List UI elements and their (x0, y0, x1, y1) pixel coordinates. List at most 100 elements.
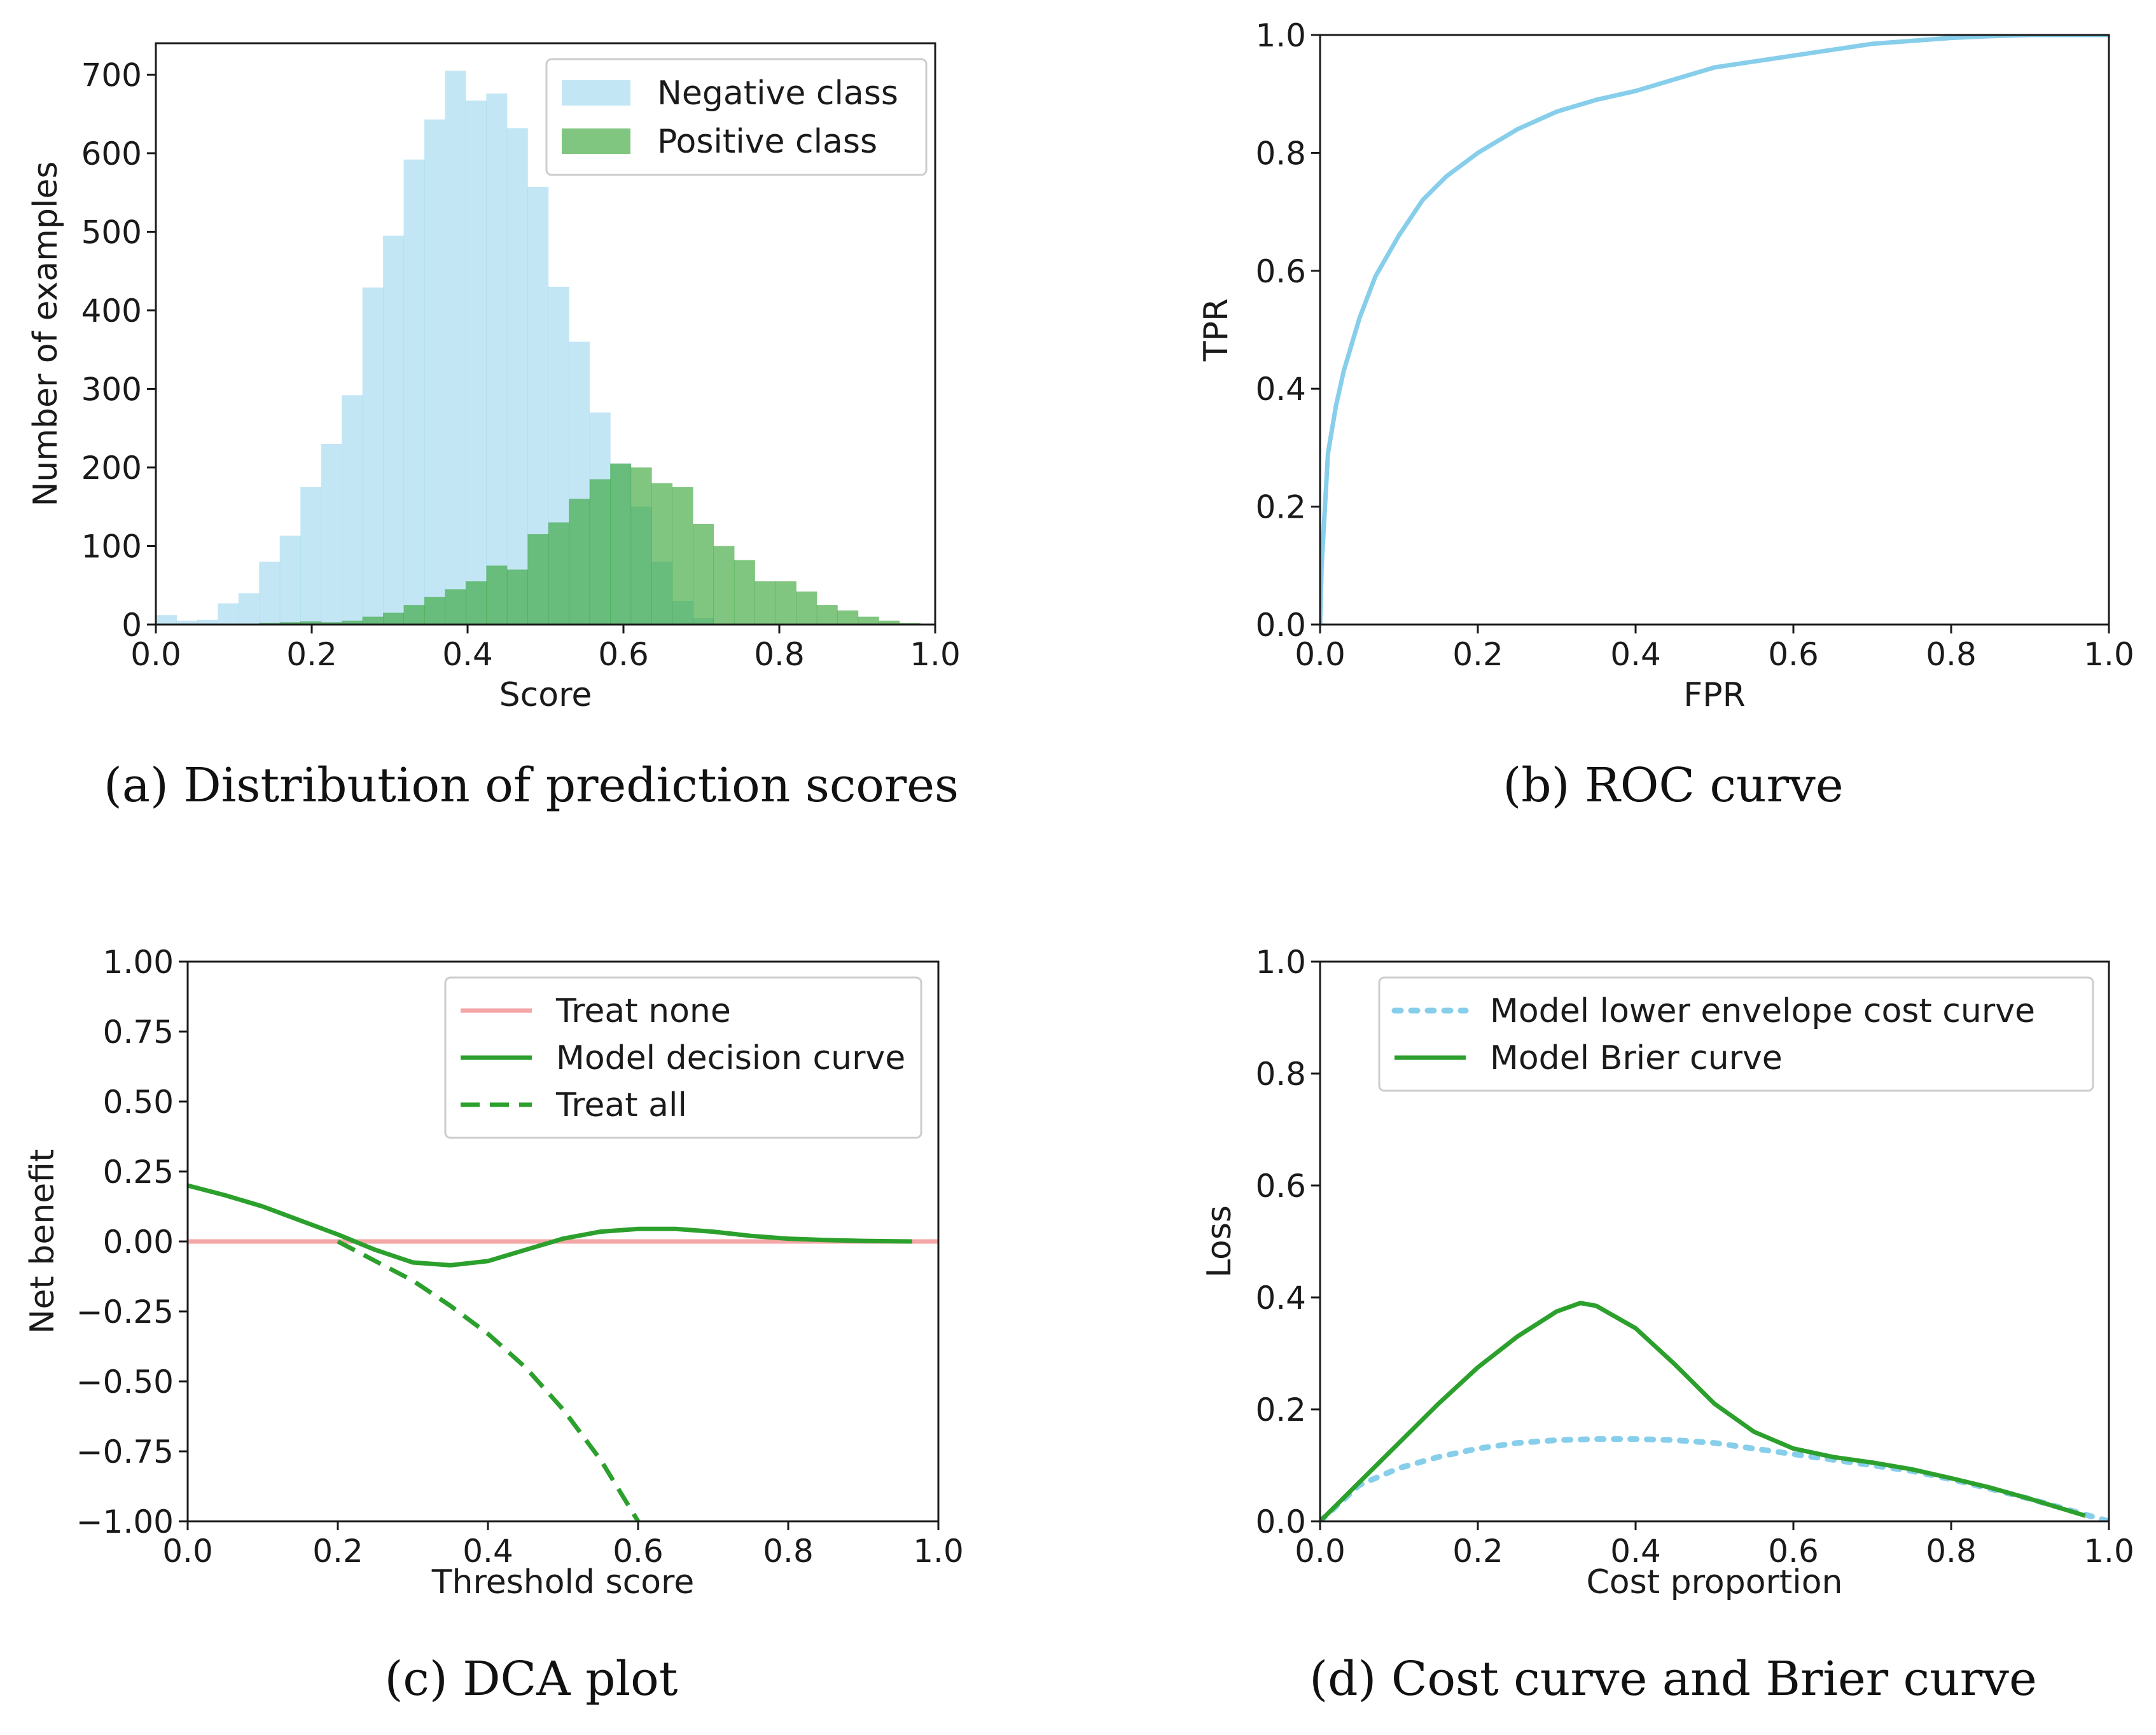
histogram-bar (672, 487, 693, 625)
legend: Negative class Positive class (545, 58, 928, 176)
x-tick-label: 1.0 (2083, 636, 2134, 673)
y-tick-label: 0.75 (103, 1014, 174, 1051)
y-axis-label: Loss (1200, 1205, 1239, 1278)
axes-frame (1319, 960, 2110, 1523)
legend-label: Model Brier curve (1490, 1039, 1783, 1077)
x-tick-label: 0.6 (1768, 636, 1819, 673)
histogram-bar (279, 622, 301, 625)
chart-a: 0.0 0.2 0.4 0.6 0.8 1.0 0 100 200 300 400 500 600 700… (27, 42, 961, 813)
y-tick-label: 600 (81, 135, 142, 172)
y-tick-label: 200 (81, 450, 142, 487)
x-tick-label: 0.8 (763, 1533, 814, 1570)
series-line-0 (1320, 35, 2109, 625)
histogram-bar (589, 479, 611, 625)
x-tick-label: 0.4 (462, 1533, 513, 1570)
chart-b: 0.0 0.2 0.4 0.6 0.8 1.0 0.0 0.2 0.4 0.6 0.8 1.0 FPR T… (1197, 17, 2134, 813)
histogram-bar (693, 523, 714, 625)
x-tick-label: 0.6 (1768, 1533, 1819, 1570)
y-tick-label: 0.25 (103, 1154, 174, 1191)
plot-area (156, 71, 921, 625)
series-line-1 (1320, 1301, 2086, 1521)
histogram-bar (858, 616, 879, 625)
y-tick-label: 0 (122, 607, 142, 644)
histogram-bar (775, 581, 796, 625)
series-line-1 (188, 1183, 912, 1268)
y-tick-label: 500 (81, 214, 142, 251)
y-axis-label: Number of examples (27, 162, 65, 507)
series-1 (259, 463, 921, 625)
y-tick-label: 0.2 (1255, 489, 1306, 526)
x-tick-label: 1.0 (910, 636, 961, 673)
histogram-bar (424, 119, 445, 625)
histogram-bar (755, 581, 776, 625)
y-tick-label: 0.00 (103, 1224, 174, 1261)
y-tick-label: 300 (81, 371, 142, 408)
y-tick-label: 0.6 (1255, 1168, 1306, 1205)
histogram-bar (279, 536, 301, 625)
x-axis-label: Score (499, 676, 592, 714)
histogram-bar (342, 620, 363, 625)
histogram-bar (879, 620, 900, 625)
x-tick-label: 0.8 (754, 636, 805, 673)
histogram-bar (218, 603, 239, 625)
legend-box (1378, 976, 2094, 1092)
x-axis-label: Threshold score (431, 1563, 695, 1601)
x-tick-label: 0.8 (1926, 636, 1977, 673)
histogram-bar (362, 287, 384, 625)
y-tick-label: 400 (81, 293, 142, 329)
y-tick-label: −0.75 (76, 1434, 174, 1470)
histogram-bar (610, 463, 632, 625)
y-tick-label: 0.50 (103, 1084, 174, 1121)
histogram-bar (383, 612, 405, 625)
figure-caption: (c) DCA plot (385, 1652, 678, 1706)
plot-area (188, 1183, 938, 1521)
y-tick-label: −0.50 (76, 1364, 174, 1400)
histogram-bar (403, 159, 425, 625)
series-line-2 (337, 1239, 640, 1521)
histogram-bar (445, 589, 466, 625)
x-tick-label: 0.2 (286, 636, 337, 673)
histogram-bar (506, 128, 528, 625)
legend: Model lower envelope cost curve Model Bri… (1378, 976, 2094, 1092)
y-tick-label: 700 (81, 57, 142, 93)
y-axis-label: Net benefit (24, 1149, 62, 1334)
y-tick-label: 0.0 (1255, 1503, 1306, 1540)
y-tick-label: 0.8 (1255, 135, 1306, 172)
x-tick-label: 0.4 (1610, 636, 1661, 673)
figure-caption: (a) Distribution of prediction scores (104, 758, 959, 813)
histogram-bar (156, 615, 177, 625)
x-tick-label: 0.4 (1610, 1533, 1661, 1570)
histogram-bar (486, 93, 508, 625)
legend-label: Model lower envelope cost curve (1490, 992, 2035, 1030)
series-line-0 (1320, 1436, 2109, 1521)
histogram-bar (445, 71, 466, 625)
x-tick-label: 1.0 (913, 1533, 964, 1570)
figure-caption: (d) Cost curve and Brier curve (1309, 1652, 2037, 1706)
x-tick-label: 0.0 (130, 636, 181, 673)
histogram-bar (383, 235, 405, 625)
y-tick-label: 0.0 (1255, 607, 1306, 644)
legend-box (545, 58, 928, 176)
legend-label: Positive class (657, 123, 877, 161)
x-tick-label: 0.0 (1295, 1533, 1346, 1570)
histogram-bar (300, 621, 322, 625)
histogram-bar (734, 560, 755, 625)
y-tick-label: −0.25 (76, 1294, 174, 1331)
histogram-bar (465, 581, 487, 625)
histogram-bar (630, 467, 652, 625)
histogram-bar (569, 499, 590, 625)
histogram-bar (197, 619, 218, 625)
histogram-bar (362, 616, 384, 625)
plot-area (1320, 35, 2109, 625)
histogram-bar (238, 593, 260, 625)
x-tick-label: 0.6 (613, 1533, 664, 1570)
histogram-bar (259, 562, 281, 625)
chart-c: 0.0 0.2 0.4 0.6 0.8 1.0 −1.00 −0.75 −0.50 −0.25 0.… (24, 944, 964, 1706)
legend-box (444, 976, 922, 1139)
histogram-bar (506, 569, 528, 625)
y-tick-label: 0.6 (1255, 253, 1306, 290)
y-tick-label: −1.00 (76, 1503, 174, 1540)
histogram-bar (548, 522, 569, 625)
histogram-bar (713, 546, 735, 625)
